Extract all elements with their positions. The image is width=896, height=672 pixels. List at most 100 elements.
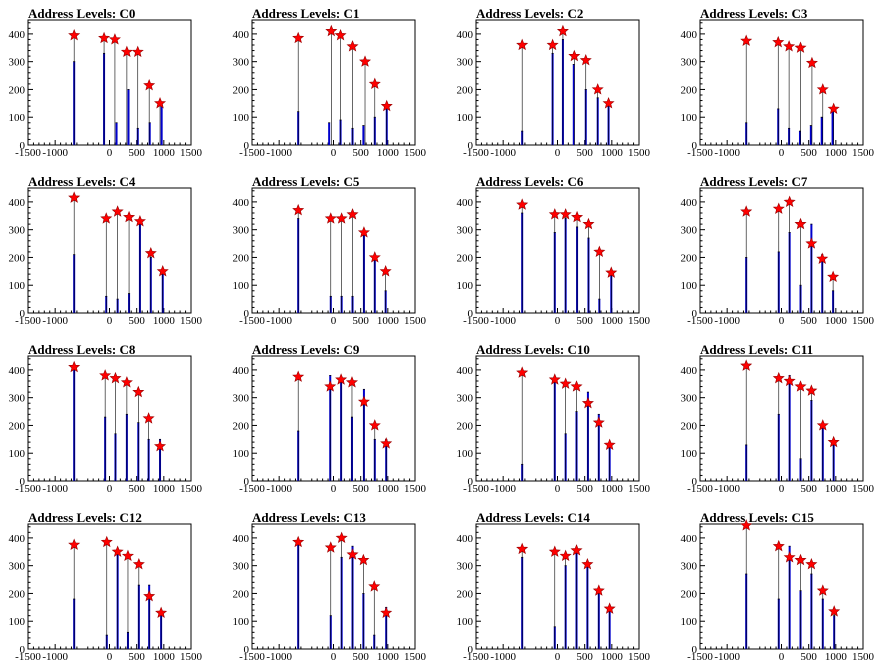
chart-plot: 0 100 200 300 400 -1500 -1000 0 500 1000 1500 [457, 523, 651, 663]
y-tick-label: 300 [233, 561, 250, 573]
x-tick-label: 1500 [404, 483, 427, 495]
chart-panel-3: Address Levels: C3 0 100 200 300 400 -1500 -100… [672, 0, 896, 168]
y-tick-label: 0 [244, 140, 250, 152]
peak-star-marker [581, 557, 594, 570]
x-tick-label: 1000 [153, 315, 176, 327]
peak-star-marker [357, 226, 370, 238]
chart-title: Address Levels: C10 [476, 342, 590, 357]
peak-star-marker [380, 606, 393, 618]
chart-plot: 0 100 200 300 400 -1500 -1000 0 500 1000 1500 [233, 187, 427, 327]
y-tick-label: 300 [9, 561, 26, 573]
chart-plot: 0 100 200 300 400 -1500 -1000 0 500 1000 1500 [233, 523, 427, 663]
peak-star-marker [359, 55, 372, 67]
chart-plot: 0 100 200 300 400 -1500 -1000 0 500 1000 1500 [457, 19, 651, 159]
chart-panel-7: Address Levels: C7 0 100 200 300 400 -1500 -100… [672, 168, 896, 336]
peak-star-marker [516, 198, 529, 210]
x-tick-label: -1500 [239, 651, 265, 663]
peak-star-marker [827, 102, 840, 114]
peak-star-marker [346, 548, 359, 560]
y-tick-label: 100 [9, 280, 26, 292]
x-tick-label: -1000 [42, 315, 68, 327]
x-tick-label: 1500 [852, 483, 875, 495]
y-tick-label: 200 [9, 420, 26, 432]
plot-frame [251, 187, 416, 314]
peak-star-marker [156, 265, 169, 277]
peak-star-marker [346, 40, 359, 52]
x-tick-label: 0 [779, 315, 785, 327]
x-tick-label: 500 [800, 651, 817, 663]
chart-plot: 0 100 200 300 400 -1500 -1000 0 500 1000 1500 [233, 355, 427, 495]
x-tick-label: -1500 [687, 315, 713, 327]
plot-frame [475, 19, 640, 146]
y-tick-label: 100 [233, 112, 250, 124]
peak-star-marker [292, 31, 305, 44]
peak-star-marker [783, 195, 796, 207]
chart-plot: 0 100 200 300 400 -1500 -1000 0 500 1000 1500 [457, 355, 651, 495]
peak-star-marker [335, 212, 348, 224]
x-tick-label: 0 [555, 483, 561, 495]
x-tick-label: 500 [800, 315, 817, 327]
y-tick-label: 200 [233, 588, 250, 600]
x-tick-label: -1500 [15, 147, 41, 159]
peak-star-marker [368, 251, 381, 263]
y-tick-label: 400 [9, 29, 26, 41]
chart-panel-12: Address Levels: C12 0 100 200 300 400 -1500 -10… [0, 504, 224, 672]
x-tick-label: 0 [107, 315, 113, 327]
y-tick-label: 0 [692, 644, 698, 656]
x-tick-label: 1500 [852, 651, 875, 663]
chart-title: Address Levels: C12 [28, 510, 142, 525]
x-tick-label: -1500 [15, 651, 41, 663]
x-tick-label: 500 [352, 147, 369, 159]
x-tick-label: 1500 [180, 651, 203, 663]
peak-star-marker [559, 377, 572, 389]
x-tick-label: 500 [128, 147, 145, 159]
y-tick-label: 100 [681, 448, 698, 460]
y-tick-label: 400 [9, 365, 26, 377]
chart-panel-6: Address Levels: C6 0 100 200 300 400 -1500 -100… [448, 168, 672, 336]
x-tick-label: 1500 [404, 147, 427, 159]
y-tick-label: 300 [681, 57, 698, 69]
peak-star-marker [827, 435, 840, 448]
peak-star-marker [559, 208, 572, 220]
plot-frame [699, 355, 864, 482]
y-tick-label: 200 [681, 252, 698, 264]
peak-star-marker [794, 553, 807, 566]
peak-star-marker [324, 380, 337, 392]
y-tick-label: 300 [681, 225, 698, 237]
histogram-bin [115, 122, 118, 145]
y-tick-label: 400 [233, 365, 250, 377]
y-tick-label: 0 [244, 476, 250, 488]
peak-star-marker [805, 237, 818, 249]
y-tick-label: 100 [233, 616, 250, 628]
x-tick-label: -1500 [15, 315, 41, 327]
x-tick-label: 1000 [377, 651, 400, 663]
peak-star-marker [568, 49, 581, 62]
x-tick-label: 500 [352, 651, 369, 663]
peak-star-marker [120, 376, 133, 388]
y-tick-label: 300 [457, 393, 474, 405]
peak-star-marker [111, 545, 124, 557]
peak-star-marker [154, 97, 167, 109]
peak-star-marker [603, 438, 616, 450]
peak-star-marker [794, 380, 807, 392]
x-tick-label: -1500 [687, 147, 713, 159]
y-tick-label: 300 [457, 225, 474, 237]
y-tick-label: 0 [20, 644, 26, 656]
peak-star-marker [111, 205, 124, 217]
chart-title: Address Levels: C1 [252, 6, 360, 21]
x-tick-label: -1000 [490, 315, 516, 327]
y-tick-label: 0 [692, 140, 698, 152]
x-tick-label: 1000 [825, 483, 848, 495]
x-tick-label: 1500 [628, 651, 651, 663]
y-tick-label: 400 [233, 533, 250, 545]
chart-panel-2: Address Levels: C2 0 100 200 300 400 -1500 -100… [448, 0, 672, 168]
peak-star-marker [292, 370, 305, 382]
y-tick-label: 200 [233, 84, 250, 96]
peak-star-marker [154, 439, 167, 452]
peak-star-marker [559, 549, 572, 562]
x-tick-label: -1500 [463, 315, 489, 327]
peak-star-marker [772, 371, 785, 384]
histogram-bin [831, 108, 834, 145]
chart-plot: 0 100 200 300 400 -1500 -1000 0 500 1000 1500 [9, 187, 203, 327]
peak-star-marker [816, 83, 829, 95]
